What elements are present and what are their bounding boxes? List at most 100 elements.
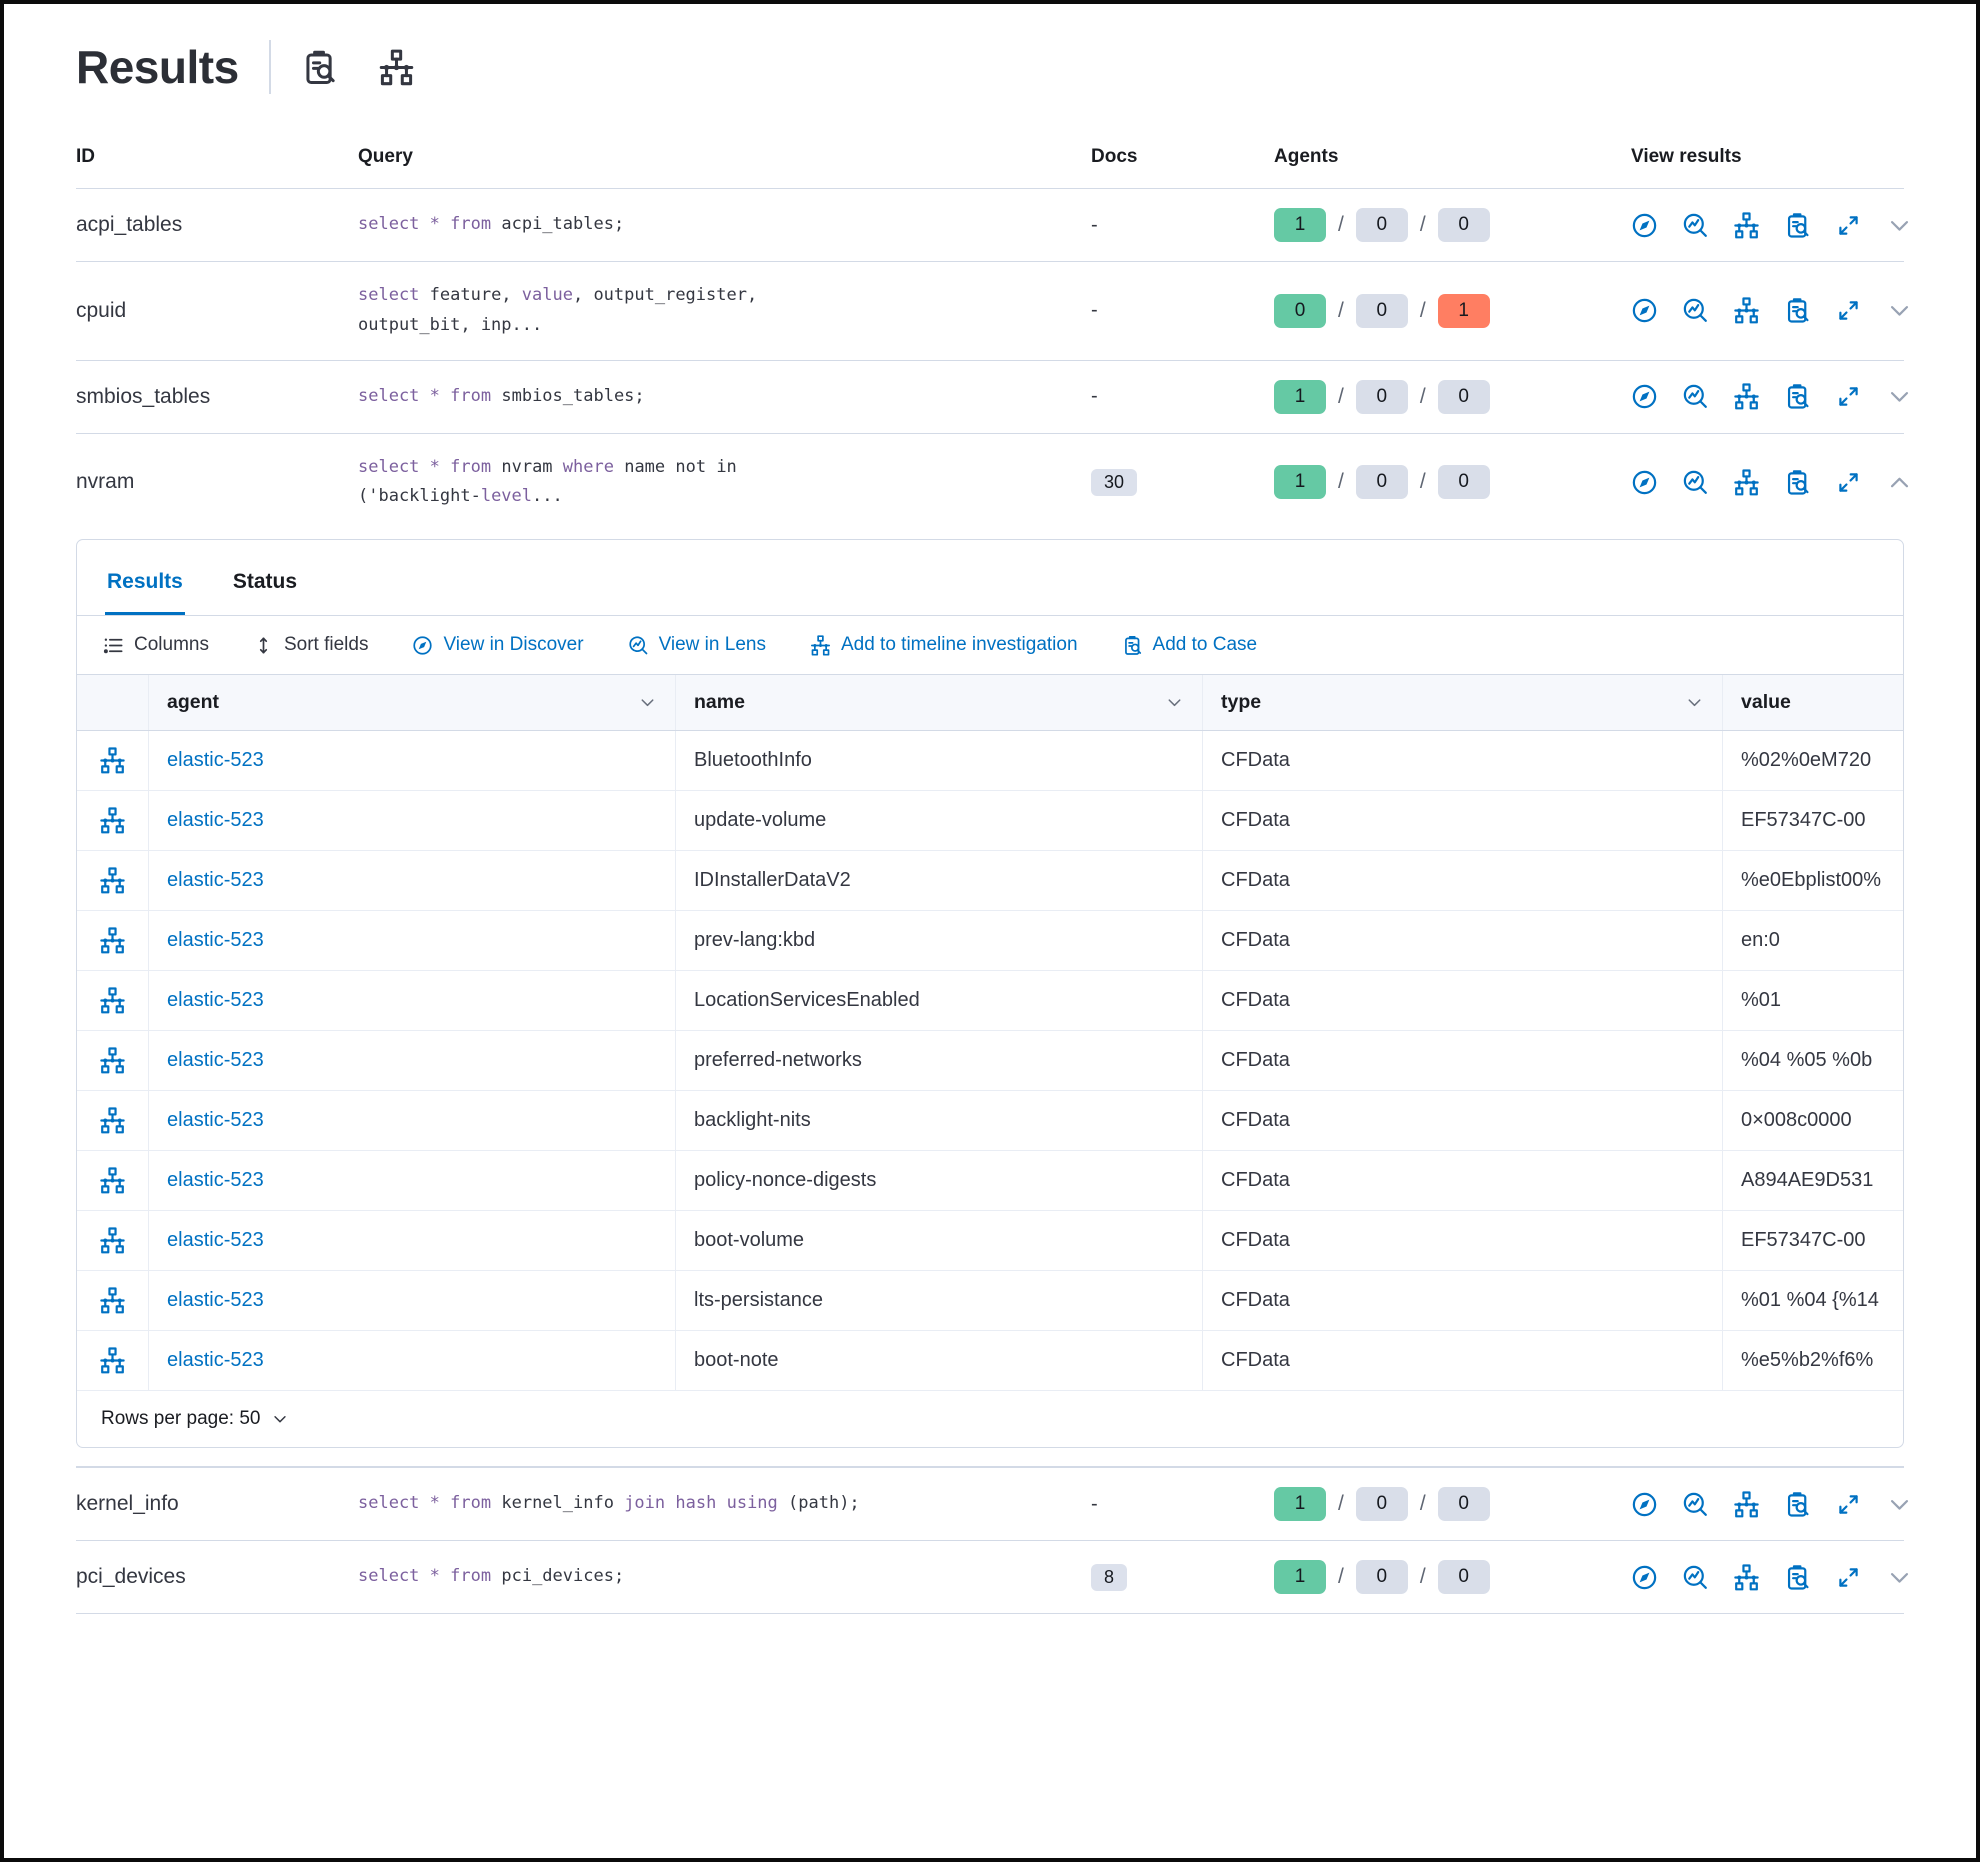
agent-link[interactable]: elastic-523 [167, 1289, 264, 1311]
add-to-case-icon[interactable] [1784, 1491, 1811, 1518]
agent-link[interactable]: elastic-523 [167, 809, 264, 831]
query-code-line: select feature, value, output_register, [358, 285, 758, 305]
agent-link[interactable]: elastic-523 [167, 929, 264, 951]
add-to-case-icon[interactable] [1784, 1564, 1811, 1591]
add-row-to-timeline-icon[interactable] [99, 1287, 126, 1314]
agents-status: 1 / 0 / 0 [1274, 1487, 1631, 1521]
query-code-line: output_bit, inp... [358, 314, 543, 335]
view-in-lens-icon[interactable] [1682, 383, 1709, 410]
add-to-case-icon[interactable] [1784, 469, 1811, 496]
agents-failed-badge: 0 [1437, 1560, 1490, 1594]
view-in-lens-button[interactable]: View in Lens [628, 634, 766, 656]
add-row-to-timeline-icon[interactable] [99, 1167, 126, 1194]
inspect-saved-queries-icon[interactable] [301, 49, 338, 86]
view-results-actions [1631, 1490, 1913, 1518]
add-row-to-timeline-icon[interactable] [99, 987, 126, 1014]
add-to-timeline-icon[interactable] [1733, 1490, 1760, 1518]
agents-pending-badge: 0 [1355, 1560, 1408, 1594]
add-to-timeline-icon[interactable] [1733, 297, 1760, 324]
query-row: cpuid select feature, value, output_regis… [76, 262, 1909, 361]
add-row-to-timeline-icon[interactable] [99, 1047, 126, 1074]
add-row-to-timeline-icon[interactable] [99, 807, 126, 834]
view-in-lens-icon[interactable] [1682, 469, 1709, 496]
add-to-case-icon[interactable] [1784, 212, 1811, 239]
agent-link[interactable]: elastic-523 [167, 1229, 264, 1251]
add-to-case-button[interactable]: Add to Case [1122, 634, 1257, 656]
rows-per-page-button[interactable]: Rows per page: 50 [77, 1391, 1903, 1447]
expand-results-icon[interactable] [1835, 297, 1862, 324]
view-in-discover-icon[interactable] [1631, 297, 1658, 324]
add-to-case-icon[interactable] [1784, 383, 1811, 410]
view-in-discover-button[interactable]: View in Discover [412, 634, 584, 656]
view-in-discover-icon[interactable] [1631, 1564, 1658, 1591]
expand-results-icon[interactable] [1835, 469, 1862, 496]
add-row-to-timeline-icon[interactable] [99, 867, 126, 894]
add-row-to-timeline-icon[interactable] [99, 927, 126, 954]
name-cell: policy-nonce-digests [676, 1151, 1203, 1210]
column-actions-chevron-icon[interactable] [1685, 693, 1704, 712]
toggle-row-chevron[interactable] [1886, 297, 1913, 324]
query-row: nvram select * from nvram where name not … [76, 434, 1909, 532]
timeline-icon[interactable] [378, 49, 415, 86]
toggle-row-chevron[interactable] [1886, 469, 1913, 496]
view-in-lens-icon[interactable] [1682, 212, 1709, 239]
agents-success-badge: 1 [1274, 1487, 1326, 1521]
add-to-timeline-icon[interactable] [1733, 1563, 1760, 1591]
add-to-timeline-icon[interactable] [1733, 469, 1760, 496]
type-cell: CFData [1203, 1331, 1723, 1390]
type-cell: CFData [1203, 1031, 1723, 1090]
add-to-timeline-icon[interactable] [1733, 211, 1760, 239]
column-header-name[interactable]: name [676, 675, 1203, 730]
view-in-lens-icon[interactable] [1682, 297, 1709, 324]
view-in-discover-icon[interactable] [1631, 383, 1658, 410]
toggle-row-chevron[interactable] [1886, 1564, 1913, 1591]
add-row-to-timeline-icon[interactable] [99, 1107, 126, 1134]
columns-button[interactable]: Columns [103, 634, 209, 656]
expand-results-icon[interactable] [1835, 212, 1862, 239]
toggle-row-chevron[interactable] [1886, 1491, 1913, 1518]
column-actions-chevron-icon[interactable] [638, 693, 657, 712]
add-to-timeline-icon[interactable] [1733, 383, 1760, 410]
agent-link[interactable]: elastic-523 [167, 1349, 264, 1371]
toggle-row-chevron[interactable] [1886, 383, 1913, 410]
column-header-type[interactable]: type [1203, 675, 1723, 730]
view-in-lens-icon[interactable] [1682, 1491, 1709, 1518]
expand-results-icon[interactable] [1835, 1491, 1862, 1518]
grid-row: elastic-523 prev-lang:kbd CFData en:0 [77, 911, 1903, 971]
sort-fields-button[interactable]: Sort fields [253, 634, 368, 656]
expand-results-icon[interactable] [1835, 383, 1862, 410]
view-in-discover-icon[interactable] [1631, 212, 1658, 239]
agent-link[interactable]: elastic-523 [167, 1169, 264, 1191]
add-row-to-timeline-icon[interactable] [99, 1227, 126, 1254]
name-cell: update-volume [676, 791, 1203, 850]
column-header-view-results: View results [1631, 146, 1742, 167]
query-row: smbios_tables select * from smbios_tables… [76, 361, 1909, 434]
add-to-case-icon[interactable] [1784, 297, 1811, 324]
agent-link[interactable]: elastic-523 [167, 1109, 264, 1131]
tab-results[interactable]: Results [105, 566, 185, 615]
agent-cell: elastic-523 [149, 1271, 676, 1330]
column-header-agents: Agents [1274, 146, 1339, 167]
column-actions-chevron-icon[interactable] [1165, 693, 1184, 712]
agent-link[interactable]: elastic-523 [167, 989, 264, 1011]
column-header-value[interactable]: value [1723, 675, 1903, 730]
add-row-to-timeline-icon[interactable] [99, 1347, 126, 1374]
agents-success-badge: 1 [1274, 1560, 1326, 1594]
view-in-lens-icon[interactable] [1682, 1564, 1709, 1591]
agents-pending-badge: 0 [1355, 293, 1408, 328]
toggle-row-chevron[interactable] [1886, 212, 1913, 239]
add-to-timeline-investigation-button[interactable]: Add to timeline investigation [810, 634, 1078, 656]
column-header-agent[interactable]: agent [149, 675, 676, 730]
grid-column-label: value [1741, 691, 1791, 713]
agents-failed-badge: 0 [1437, 379, 1490, 414]
type-cell: CFData [1203, 1151, 1723, 1210]
row-control-cell [77, 1031, 149, 1090]
agent-link[interactable]: elastic-523 [167, 1049, 264, 1071]
agent-link[interactable]: elastic-523 [167, 749, 264, 771]
tab-status[interactable]: Status [232, 570, 298, 593]
view-in-discover-icon[interactable] [1631, 1491, 1658, 1518]
add-row-to-timeline-icon[interactable] [99, 747, 126, 774]
view-in-discover-icon[interactable] [1631, 469, 1658, 496]
agent-link[interactable]: elastic-523 [167, 869, 264, 891]
expand-results-icon[interactable] [1835, 1564, 1862, 1591]
